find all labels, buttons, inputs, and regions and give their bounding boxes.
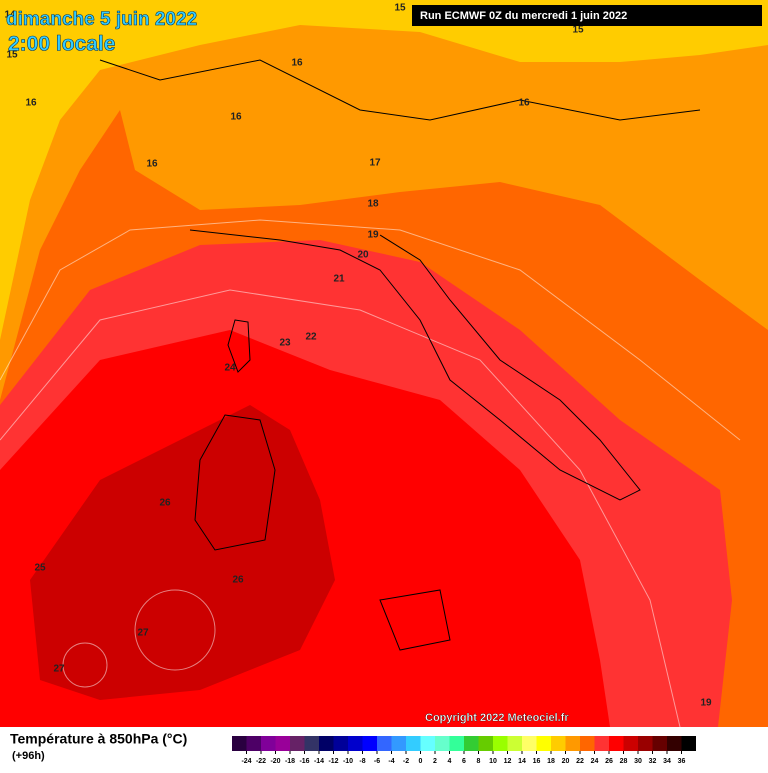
colorbar-tick-label: 2 xyxy=(433,758,437,765)
colorbar-tick-label: -12 xyxy=(328,758,338,765)
colorbar-tick-label: -10 xyxy=(343,758,353,765)
colorbar-tick-label: 28 xyxy=(620,758,628,765)
colorbar-tick-label: 34 xyxy=(663,758,671,765)
colorbar-swatch xyxy=(304,736,319,751)
colorbar-swatch xyxy=(565,736,580,751)
colorbar-swatch xyxy=(522,736,537,751)
colorbar-tick-label: 32 xyxy=(649,758,657,765)
colorbar-swatch xyxy=(551,736,566,751)
colorbar-tick-label: -16 xyxy=(299,758,309,765)
colorbar-swatch xyxy=(493,736,508,751)
colorbar-swatch xyxy=(319,736,334,751)
colorbar-tick-label: 16 xyxy=(533,758,541,765)
run-box xyxy=(412,5,762,26)
colorbar-tick-label: -20 xyxy=(270,758,280,765)
colorbar-swatch xyxy=(232,736,247,751)
colorbar-swatch xyxy=(536,736,551,751)
legend-lead: (+96h) xyxy=(12,750,45,762)
colorbar-swatch xyxy=(275,736,290,751)
contour-label: 22 xyxy=(305,332,317,343)
colorbar-swatch xyxy=(638,736,653,751)
map-title: dimanche 5 juin 2022 xyxy=(6,9,197,30)
colorbar-tick-label: 36 xyxy=(678,758,686,765)
colorbar-swatch xyxy=(348,736,363,751)
contour-label: 27 xyxy=(53,664,65,675)
contour-label: 17 xyxy=(369,158,381,169)
temp-band xyxy=(30,405,335,700)
colorbar-tick-label: 30 xyxy=(634,758,642,765)
colorbar-tick-label: 10 xyxy=(489,758,497,765)
contour-label: 19 xyxy=(367,230,379,241)
coastlines xyxy=(99,59,701,651)
colorbar-tick-label: 6 xyxy=(462,758,466,765)
colorbar-tick-label: 20 xyxy=(562,758,570,765)
colorbar: -24 -22 -20 -18 -16 -14 -12 -10 -8 -6 -4 -2 0 2 4 6 8 10 1… xyxy=(232,736,696,765)
colorbar-tick-label: 24 xyxy=(591,758,599,765)
contour-label: 16 xyxy=(230,112,242,123)
colorbar-swatch xyxy=(391,736,406,751)
contour-label: 16 xyxy=(146,159,158,170)
colorbar-swatch xyxy=(580,736,595,751)
colorbar-swatch xyxy=(333,736,348,751)
colorbar-tick-label: -18 xyxy=(285,758,295,765)
colorbar-tick-label: 18 xyxy=(547,758,555,765)
colorbar-swatch xyxy=(464,736,479,751)
colorbar-tick-label: 12 xyxy=(504,758,512,765)
contour-label: 16 xyxy=(291,58,303,69)
colorbar-swatch xyxy=(290,736,305,751)
colorbar-tick-label: 26 xyxy=(605,758,613,765)
colorbar-swatch xyxy=(609,736,624,751)
contour-label: 15 xyxy=(572,25,584,36)
contour-label: 14 xyxy=(4,10,16,21)
contour-label: 27 xyxy=(137,628,149,639)
contour-label: 16 xyxy=(25,98,37,109)
colorbar-swatch xyxy=(377,736,392,751)
isotherms xyxy=(0,219,741,728)
contour-label: 18 xyxy=(367,199,379,210)
contour-label: 15 xyxy=(6,50,18,61)
colorbar-tick-label: 14 xyxy=(518,758,526,765)
colorbar-tick-label: -22 xyxy=(256,758,266,765)
colorbar-tick-label: -4 xyxy=(388,758,394,765)
run-info: Run ECMWF 0Z du mercredi 1 juin 2022 xyxy=(420,10,627,22)
contour-label: 23 xyxy=(279,338,291,349)
contour-label: 16 xyxy=(518,98,530,109)
contour-label: 24 xyxy=(224,363,236,374)
colorbar-swatch xyxy=(478,736,493,751)
legend-title: Température à 850hPa (°C) xyxy=(10,731,187,747)
colorbar-tick-label: -6 xyxy=(374,758,380,765)
colorbar-swatch xyxy=(667,736,682,751)
contour-labels: 14 15 15 15 16 16 16 16 16 17 18 19 20 21 22 23 24 26 25 26… xyxy=(4,3,712,709)
copyright: Copyright 2022 Meteociel.fr xyxy=(425,712,569,724)
colorbar-swatch xyxy=(623,736,638,751)
colorbar-swatch xyxy=(594,736,609,751)
colorbar-swatch xyxy=(362,736,377,751)
colorbar-swatch xyxy=(246,736,261,751)
colorbar-tick-label: -24 xyxy=(241,758,251,765)
colorbar-swatch xyxy=(681,736,696,751)
colorbar-swatch xyxy=(261,736,276,751)
colorbar-tick-label: 4 xyxy=(448,758,452,765)
colorbar-tick-label: 8 xyxy=(477,758,481,765)
colorbar-swatch xyxy=(435,736,450,751)
colorbar-tick-label: 0 xyxy=(419,758,423,765)
contour-label: 26 xyxy=(232,575,244,586)
colorbar-swatch xyxy=(507,736,522,751)
colorbar-tick-label: 22 xyxy=(576,758,584,765)
contour-label: 15 xyxy=(394,3,406,14)
colorbar-tick-label: -2 xyxy=(403,758,409,765)
colorbar-swatch xyxy=(652,736,667,751)
contour-label: 26 xyxy=(159,498,171,509)
colorbar-tick-label: -8 xyxy=(359,758,365,765)
contour-label: 19 xyxy=(700,698,712,709)
contour-label: 25 xyxy=(34,563,46,574)
colorbar-swatch xyxy=(406,736,421,751)
contour-label: 21 xyxy=(333,274,345,285)
colorbar-tick-label: -14 xyxy=(314,758,324,765)
colorbar-swatch xyxy=(420,736,435,751)
map-time: 2:00 locale xyxy=(8,33,115,56)
colorbar-swatch xyxy=(449,736,464,751)
contour-label: 20 xyxy=(357,250,369,261)
